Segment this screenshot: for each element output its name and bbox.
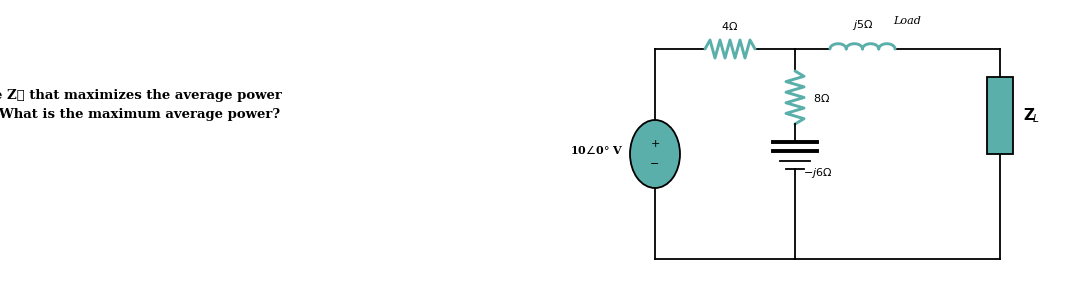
- Text: $\mathbf{Z}_{\!\mathit{L}}$: $\mathbf{Z}_{\!\mathit{L}}$: [1023, 106, 1040, 125]
- Ellipse shape: [630, 120, 680, 188]
- Text: 8$\Omega$: 8$\Omega$: [813, 92, 831, 103]
- Text: −: −: [650, 159, 660, 169]
- Text: 4$\Omega$: 4$\Omega$: [721, 20, 739, 32]
- Text: Load: Load: [893, 16, 921, 26]
- Text: $j$5$\Omega$: $j$5$\Omega$: [852, 18, 874, 32]
- Text: Determine the load impedance Zℓ that maximizes the average power
drawn from the : Determine the load impedance Zℓ that max…: [0, 89, 282, 121]
- Bar: [987, 77, 1013, 154]
- Text: $-j$6$\Omega$: $-j$6$\Omega$: [804, 166, 833, 180]
- Text: 10$\angle$0$°$ V: 10$\angle$0$°$ V: [570, 143, 624, 156]
- Text: +: +: [650, 139, 660, 149]
